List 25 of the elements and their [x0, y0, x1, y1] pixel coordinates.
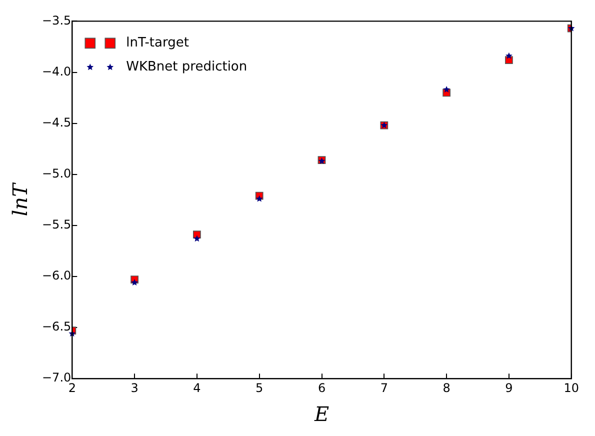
y-tick-label: −3.5	[42, 13, 72, 28]
x-tick-label: 8	[442, 380, 450, 395]
y-tick-label: −6.5	[42, 320, 72, 334]
x-tick-label: 3	[130, 380, 138, 395]
point	[256, 195, 263, 202]
x-tick-label: 9	[505, 380, 513, 395]
y-axis-title: lnT	[8, 182, 32, 216]
x-axis-title: E	[313, 402, 330, 426]
x-tick-label: 2	[68, 380, 76, 395]
y-tick-label: −5.5	[42, 218, 72, 232]
y-tick-label: −6.0	[42, 268, 72, 283]
x-tick-label: 10	[564, 380, 580, 395]
y-tick-label: −4.0	[42, 64, 72, 78]
legend-label: WKBnet prediction	[126, 60, 248, 75]
point	[506, 52, 512, 59]
point	[194, 235, 200, 242]
x-tick-label: 6	[318, 380, 326, 395]
x-tick-label: 4	[193, 380, 201, 395]
legend-label: lnT-target	[126, 36, 189, 51]
x-tick-label: 5	[256, 380, 264, 395]
point	[443, 86, 450, 93]
x-tick-label: 7	[380, 380, 388, 395]
y-tick-label: −5.0	[42, 166, 72, 180]
point	[131, 279, 138, 286]
y-tick-label: −4.5	[42, 115, 72, 130]
